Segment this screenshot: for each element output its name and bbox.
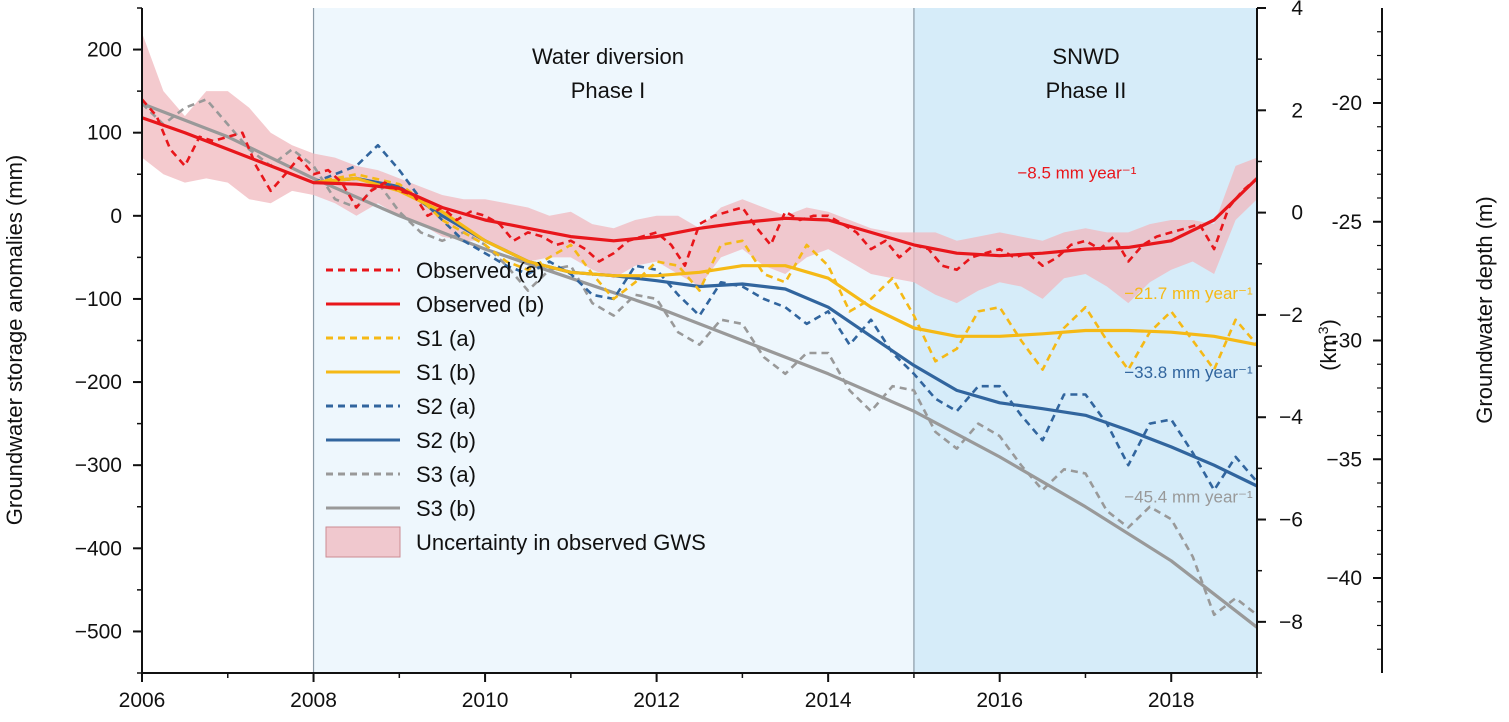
middle-axis-title-sup: 3 [1315,326,1331,334]
rate-annotation: −33.8 mm year⁻¹ [1124,363,1253,382]
phase-2-label-line1: SNWD [1052,44,1119,69]
y-tick-label: −300 [75,454,122,477]
axes: 2006 2008 2010 2012 2014 2016 2018 200 100 0 −100 −… [75,0,1383,712]
y2-tick-label: −4 [1279,406,1303,429]
legend-label: S3 (b) [416,496,476,521]
rate-annotation: −8.5 mm year⁻¹ [1017,163,1136,182]
y-tick-label: −200 [75,371,122,394]
y3-tick-label: -30 [1332,330,1362,353]
legend-label: Uncertainty in observed GWS [416,530,706,555]
y3-tick-label: -20 [1332,92,1362,115]
legend-label: S1 (b) [416,360,476,385]
series-layer [141,98,1259,629]
y-tick-label: 100 [87,122,122,145]
y2-tick-label: −6 [1279,509,1303,532]
phase-1-background [313,8,914,673]
series-s3-a [141,98,1258,617]
x-tick-label: 2006 [119,689,166,712]
y3-tick-label: -25 [1332,211,1362,234]
y2-tick-label: −8 [1279,611,1303,634]
series-s2-a [313,143,1258,492]
phase-2-label-line2: Phase II [1046,78,1127,103]
y3-tick-label: −35 [1326,448,1362,471]
legend-label: Observed (b) [416,292,544,317]
phase-backgrounds [312,8,1257,673]
y3-tick-label: −40 [1326,567,1362,590]
uncertainty-band-layer [142,32,1257,304]
series-observed-a [141,98,1258,272]
legend-label: S2 (a) [416,394,476,419]
rate-annotation: −45.4 mm year⁻¹ [1124,488,1253,507]
legend-label: S1 (a) [416,326,476,351]
y-tick-label: −100 [75,288,122,311]
y-tick-label: −500 [75,620,122,643]
left-axis-title: Groundwater storage anomalies (mm) [2,155,27,525]
rate-annotations: −8.5 mm year⁻¹ −21.7 mm year⁻¹ −33.8 mm ye… [1017,163,1253,506]
middle-axis-title: (km3) [1315,319,1341,371]
phase-1-label-line2: Phase I [571,78,646,103]
x-tick-label: 2018 [1148,689,1195,712]
middle-axis-title-base: (km [1316,334,1341,371]
phase-2-background [913,8,1257,673]
right-axis-title: Groundwater depth (m) [1472,196,1497,423]
x-tick-label: 2016 [976,689,1023,712]
series-observed-b [141,116,1259,258]
x-tick-label: 2010 [462,689,509,712]
rate-annotation: −21.7 mm year⁻¹ [1124,284,1253,303]
x-tick-label: 2014 [805,689,852,712]
series-s1-a [313,173,1258,371]
y2-tick-label: −2 [1279,304,1303,327]
legend-swatch-band [325,526,401,558]
uncertainty-band [142,32,1257,304]
legend-label: S2 (b) [416,428,476,453]
y2-tick-label: 0 [1291,202,1303,225]
series-s1-b [313,176,1258,347]
phase-1-label-line1: Water diversion [532,44,684,69]
y-tick-label: 0 [110,205,122,228]
legend-label: Observed (a) [416,258,544,283]
y2-tick-label: 2 [1291,99,1303,122]
legend: Observed (a) Observed (b) S1 (a) S1 (b) S2 (… [325,258,706,558]
y-tick-label: −400 [75,537,122,560]
y2-tick-label: 4 [1291,0,1303,20]
middle-axis-title-close: ) [1316,319,1341,326]
x-tick-label: 2008 [290,689,337,712]
x-tick-label: 2012 [633,689,680,712]
legend-label: S3 (a) [416,462,476,487]
y-tick-label: 200 [87,39,122,62]
